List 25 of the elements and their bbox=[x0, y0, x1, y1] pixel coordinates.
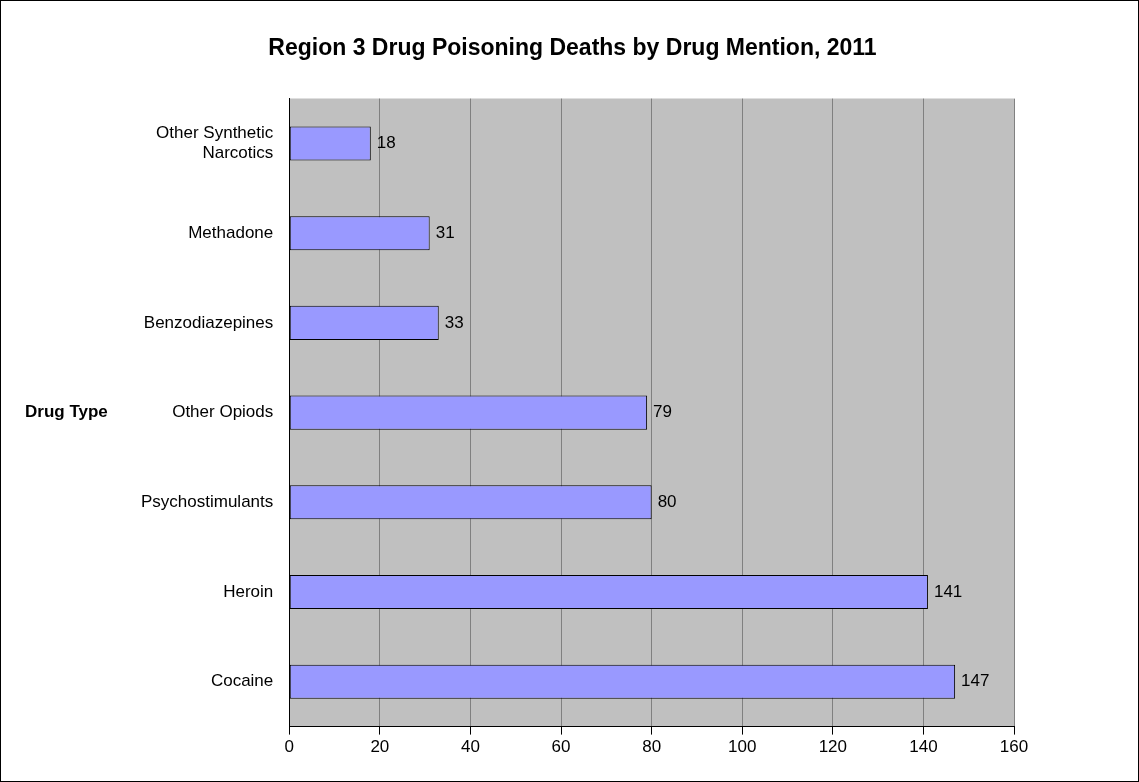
data-label: 31 bbox=[435, 222, 455, 242]
y-tick-label: Other Synthetic Narcotics bbox=[156, 122, 274, 163]
y-tick-label: Heroin bbox=[223, 581, 274, 601]
data-label: 79 bbox=[653, 402, 673, 422]
y-axis-title: Drug Type bbox=[25, 402, 108, 422]
y-tick-label: Cocaine bbox=[210, 671, 274, 691]
x-tick-label: 140 bbox=[909, 737, 938, 757]
x-tick-label: 160 bbox=[999, 737, 1029, 757]
x-tick-label: 80 bbox=[642, 737, 662, 757]
x-tick-label: 20 bbox=[370, 737, 390, 757]
chart-title: Region 3 Drug Poisoning Deaths by Drug Mention, 2011 bbox=[268, 34, 877, 61]
data-label: 33 bbox=[444, 312, 464, 332]
data-label: 18 bbox=[376, 133, 396, 153]
x-tick-label: 60 bbox=[551, 737, 571, 757]
x-tick-label: 100 bbox=[728, 737, 757, 757]
y-tick-label: Methadone bbox=[188, 222, 274, 242]
data-label: 80 bbox=[657, 492, 677, 511]
y-tick-label: Benzodiazepines bbox=[143, 312, 274, 332]
x-tick-label: 40 bbox=[460, 737, 480, 757]
x-tick-label: 0 bbox=[284, 737, 295, 757]
data-label: 141 bbox=[933, 581, 963, 601]
x-tick-label: 120 bbox=[818, 737, 848, 757]
data-label: 147 bbox=[961, 671, 990, 691]
y-tick-label: Psychostimulants bbox=[140, 492, 274, 511]
y-tick-label: Other Opiods bbox=[172, 402, 274, 422]
